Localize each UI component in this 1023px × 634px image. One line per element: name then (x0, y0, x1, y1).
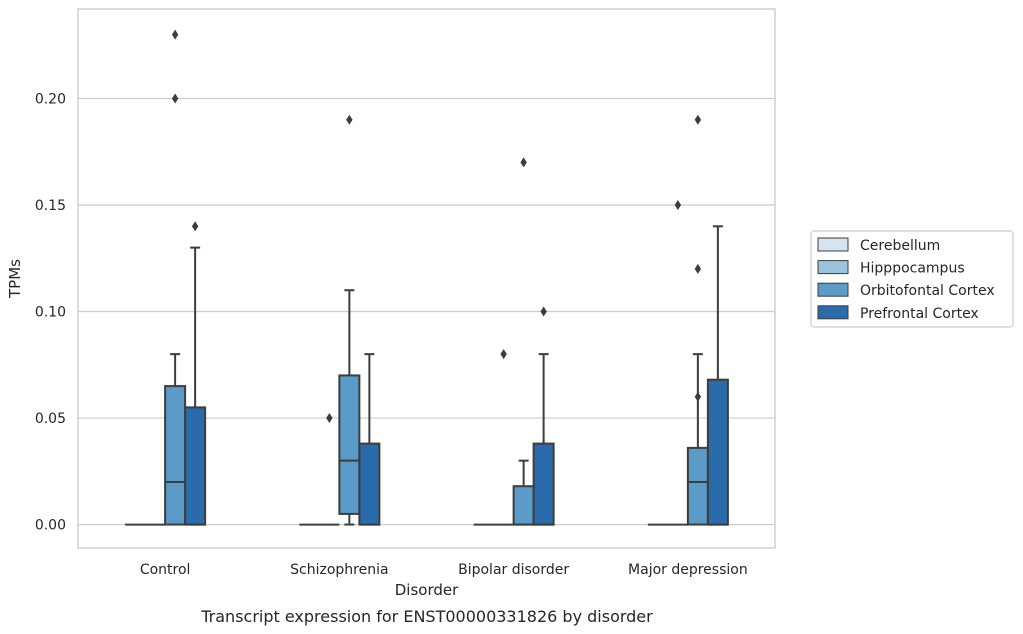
x-tick-label: Control (140, 562, 191, 578)
x-tick-label: Bipolar disorder (458, 562, 569, 578)
legend-label: Prefrontal Cortex (860, 306, 979, 322)
box-orbitofontal-cortex (338, 114, 361, 526)
y-tick-label: 0.10 (35, 305, 66, 321)
outlier-point (500, 349, 507, 360)
box-body (338, 374, 361, 515)
box-body (164, 385, 187, 526)
outlier-point (694, 391, 702, 402)
y-axis-label: TPMs (6, 259, 24, 299)
x-axis-ticks: Control Schizophrenia Bipolar disorder Majo… (140, 562, 748, 578)
chart-caption: Transcript expression for ENST0000033182… (200, 607, 653, 626)
outlier-point (171, 29, 179, 40)
legend-label: Orbitofontal Cortex (860, 283, 995, 299)
outlier-point (520, 157, 527, 168)
outlier-point (540, 306, 547, 317)
x-tick-label: Schizophrenia (290, 562, 388, 578)
legend-swatch (817, 282, 849, 297)
box-prefrontal-cortex (184, 221, 207, 526)
legend-label: Hipppocampus (860, 261, 965, 277)
box-body (706, 378, 729, 526)
box-orbitofontal-cortex (164, 29, 187, 526)
box-body (512, 485, 535, 526)
box-prefrontal-cortex (706, 225, 729, 526)
box-orbitofontal-cortex (512, 157, 535, 526)
y-tick-label: 0.00 (35, 518, 66, 534)
x-tick-label: Major depression (628, 562, 748, 578)
outlier-point (694, 114, 702, 125)
y-tick-label: 0.20 (35, 91, 66, 107)
x-axis-label: Disorder (395, 581, 459, 599)
box-hipppocampus (493, 349, 514, 526)
box-hipppocampus (319, 413, 340, 526)
plot-frame (77, 8, 776, 549)
y-tick-label: 0.05 (35, 411, 66, 427)
legend-label: Cerebellum (860, 238, 940, 254)
outlier-point (191, 221, 199, 232)
outlier-point (346, 114, 353, 125)
y-axis-ticks: 0.00 0.05 0.10 0.15 0.20 (35, 91, 66, 533)
box-prefrontal-cortex (358, 353, 381, 526)
legend-swatch (817, 237, 849, 252)
box-prefrontal-cortex (532, 306, 555, 526)
y-tick-label: 0.15 (35, 198, 66, 214)
box-body (686, 446, 709, 526)
box-orbitofontal-cortex (686, 114, 709, 526)
legend-swatch (817, 305, 849, 320)
legend-frame (810, 230, 1014, 328)
box-body (184, 406, 207, 526)
legend: Cerebellum Hipppocampus Orbitofontal Corte… (810, 230, 1014, 328)
outlier-point (694, 263, 702, 274)
box-body (532, 442, 555, 526)
box-body (358, 442, 381, 526)
outlier-point (171, 93, 179, 104)
legend-swatch (817, 260, 849, 275)
boxes (125, 29, 729, 526)
outlier-point (326, 413, 333, 424)
box-hipppocampus (667, 200, 688, 526)
outlier-point (674, 200, 682, 210)
